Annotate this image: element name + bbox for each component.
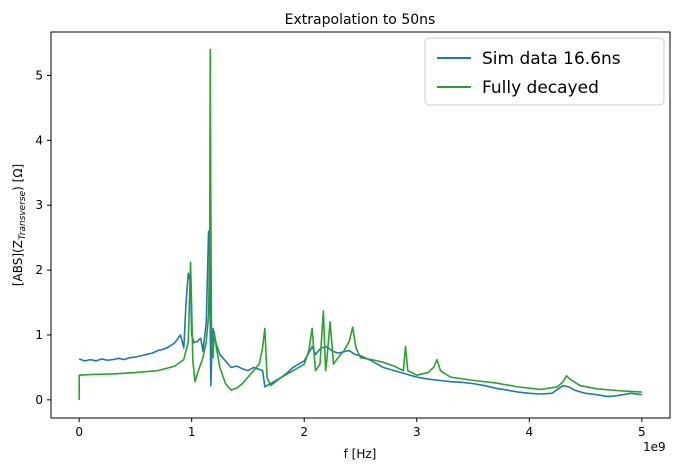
x-tick-label: 3: [413, 425, 421, 439]
x-tick-label: 5: [638, 425, 646, 439]
y-tick-label: 3: [35, 198, 43, 212]
y-axis-label-base: [ABS](Z: [11, 240, 25, 286]
legend-box: [424, 37, 665, 106]
y-tick-label: 4: [35, 133, 43, 147]
x-axis-offset-label: 1e9: [643, 440, 666, 454]
y-tick-label: 0: [35, 393, 43, 407]
y-axis: 0 1 2 3 4 5: [35, 68, 51, 407]
series-line-sim-data: [78, 230, 642, 398]
x-axis-label: f [Hz]: [344, 447, 377, 461]
series-line-fully-decayed: [78, 48, 642, 400]
y-axis-label: [ABS](ZTransverse) [Ω]: [11, 164, 28, 286]
x-tick-label: 1: [188, 425, 196, 439]
legend: Sim data 16.6ns Fully decayed: [424, 37, 665, 106]
plot-frame: [50, 31, 671, 419]
chart-title: Extrapolation to 50ns: [285, 12, 436, 28]
legend-label-fully-decayed: Fully decayed: [482, 78, 599, 98]
y-axis-label-subscript: Transverse: [18, 190, 28, 240]
x-tick-label: 4: [525, 425, 533, 439]
x-axis: 0 1 2 3 4 5: [75, 418, 646, 439]
y-tick-label: 1: [35, 328, 43, 342]
y-axis-label-tail: ) [Ω]: [11, 164, 25, 191]
x-tick-label: 0: [75, 425, 83, 439]
y-tick-label: 5: [35, 68, 43, 82]
y-tick-label: 2: [35, 263, 43, 277]
x-tick-label: 2: [300, 425, 308, 439]
legend-label-sim-data: Sim data 16.6ns: [482, 49, 621, 69]
series-group: [78, 48, 642, 400]
